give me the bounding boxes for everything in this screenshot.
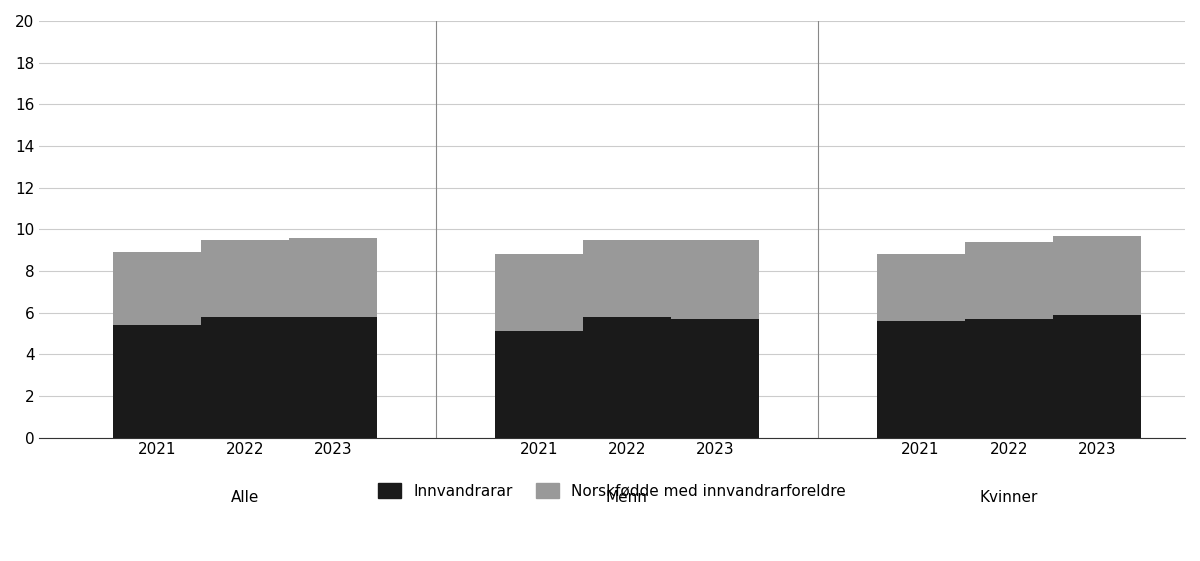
Bar: [876, 321, 965, 438]
Bar: [583, 317, 671, 438]
Bar: [200, 317, 289, 438]
Text: Alle: Alle: [230, 490, 259, 505]
Bar: [876, 254, 965, 321]
Bar: [494, 332, 583, 438]
Bar: [200, 240, 289, 317]
Bar: [494, 254, 583, 332]
Bar: [113, 252, 200, 325]
Bar: [965, 319, 1052, 438]
Bar: [1052, 315, 1141, 438]
Bar: [583, 240, 671, 317]
Text: Menn: Menn: [606, 490, 648, 505]
Text: Kvinner: Kvinner: [979, 490, 1038, 505]
Bar: [965, 242, 1052, 319]
Legend: Innvandrarar, Norskfødde med innvandrarforeldre: Innvandrarar, Norskfødde med innvandrarf…: [372, 477, 852, 505]
Bar: [289, 317, 377, 438]
Bar: [671, 240, 760, 319]
Bar: [113, 325, 200, 438]
Bar: [671, 319, 760, 438]
Bar: [1052, 236, 1141, 315]
Bar: [289, 238, 377, 317]
